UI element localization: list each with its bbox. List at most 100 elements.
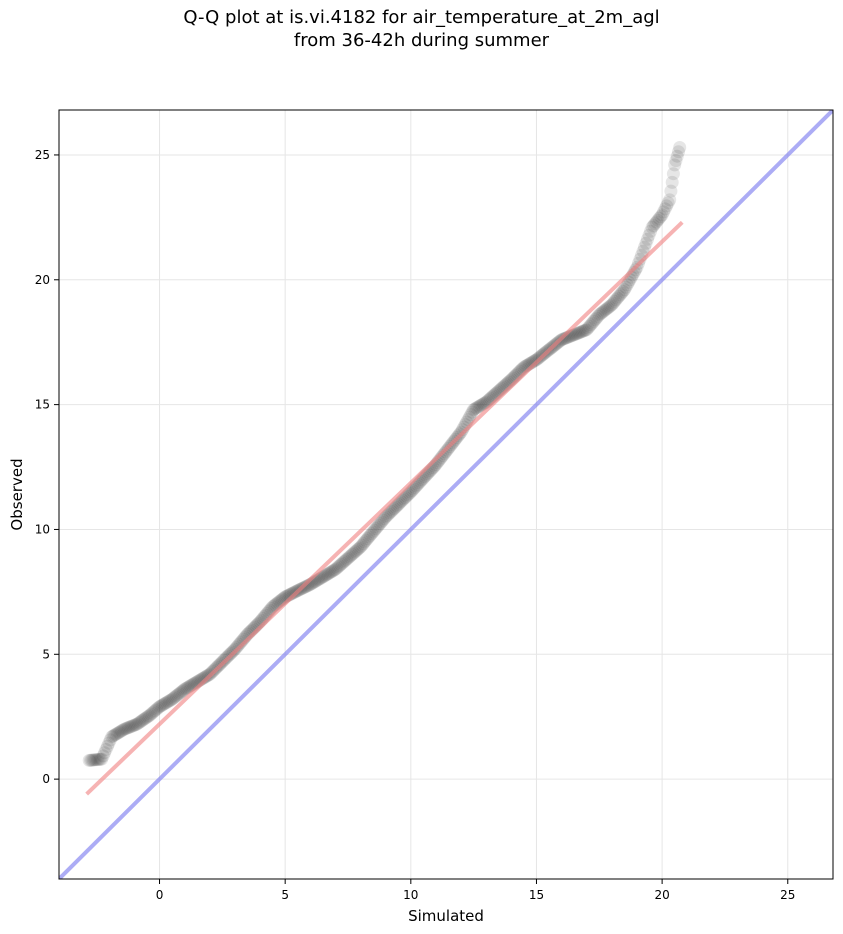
quantile-point [345,547,359,561]
quantile-point [326,564,340,578]
quantile-point [92,752,106,766]
quantile-point [386,503,400,517]
quantile-point [338,554,352,568]
quantile-point [84,753,98,767]
x-tick-label: 25 [780,888,795,902]
quantile-point [472,399,486,413]
quantile-point [93,752,107,766]
quantile-point [469,401,483,415]
quantile-point [96,749,110,763]
quantile-point [397,492,411,506]
quantile-point [615,286,629,300]
quantile-point [153,700,166,714]
quantile-point [468,402,482,416]
quantile-point [673,141,687,154]
quantile-point [160,696,173,710]
quantile-point [175,685,189,698]
quantile-point [351,542,365,556]
x-tick-label: 20 [654,888,669,902]
quantile-point [88,753,102,767]
quantile-point [608,294,622,308]
quantile-point [639,236,653,250]
quantile-point [597,304,610,318]
quantile-point [103,733,117,747]
quantile-point [585,316,599,330]
quantile-point [557,332,571,346]
quantile-point [317,569,331,583]
quantile-point [651,213,665,227]
grid-lines [59,110,833,879]
x-tick-label: 5 [281,888,289,902]
quantile-point [573,326,587,339]
quantile-point [652,211,666,225]
quantile-point [663,193,677,207]
quantile-point [605,298,619,312]
quantile-point [115,724,128,738]
quantile-point [179,681,193,695]
quantile-point [379,510,393,524]
quantile-point [363,528,377,542]
quantile-point [660,199,674,213]
quantile-point [590,311,603,325]
quantile-point [599,302,613,316]
quantile-point [471,400,485,414]
quantile-point [372,518,386,532]
quantile-point [649,215,663,229]
quantile-point [299,580,313,593]
quantile-point [668,158,682,172]
quantile-point [110,726,124,740]
quantile-point [323,566,337,580]
quantile-point [106,729,120,743]
x-axis-ticks: 0 5 10 15 20 25 [156,879,795,902]
quantile-point [395,493,409,507]
quantile-point [610,291,624,305]
quantile-point [180,681,194,695]
quantile-point [387,502,401,516]
quantile-point [355,538,369,552]
y-tick-label: 20 [35,273,50,287]
quantile-point [126,719,140,733]
quantile-point [647,219,660,233]
quantile-point [164,693,178,707]
quantile-point [594,307,608,321]
quantile-point [584,318,598,332]
quantile-point [130,717,144,731]
y-axis-ticks: 0 5 10 15 20 25 [35,148,59,786]
quantile-point [86,753,100,767]
quantile-point [356,537,370,551]
quantile-point [664,184,678,198]
quantile-point [370,520,384,534]
quantile-point [320,567,334,581]
quantile-point [131,716,145,730]
quantile-point [144,707,158,721]
quantile-point [467,403,481,417]
quantile-point [576,324,589,338]
quantile-point [333,559,347,573]
quantile-point [612,289,626,303]
chart-title: Q-Q plot at is.vi.4182 for air_temperatu… [0,6,843,52]
quantile-point [169,689,183,703]
quantile-point [375,515,388,529]
quantile-point [465,405,479,419]
quantile-point [99,743,113,756]
x-tick-label: 15 [529,888,544,902]
quantile-point [108,728,122,742]
quantile-point [141,709,155,723]
quantile-point [436,449,450,462]
quantile-points [82,141,687,767]
quantile-point [382,507,395,521]
quantile-point [657,205,671,219]
quantile-point [373,517,387,531]
quantile-point [119,722,133,736]
quantile-point [588,313,602,327]
quantile-point [158,696,172,710]
quantile-point [604,299,617,313]
quantile-point [391,498,405,511]
quantile-point [389,500,402,514]
quantile-point [102,736,116,750]
quantile-point [616,284,630,298]
quantile-point [633,252,647,266]
quantile-point [620,278,634,292]
quantile-point [148,704,162,717]
quantile-point [669,154,683,168]
